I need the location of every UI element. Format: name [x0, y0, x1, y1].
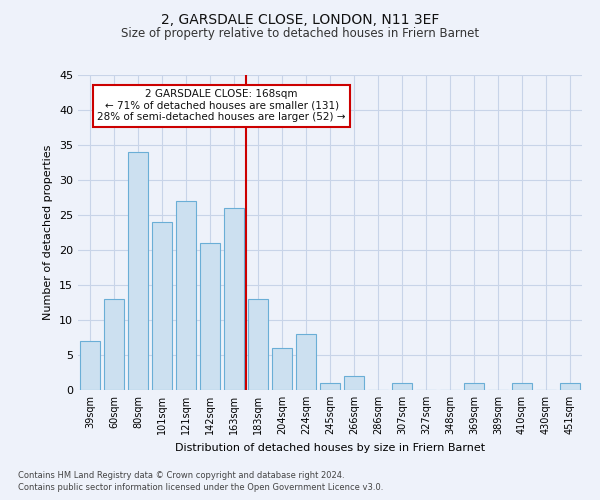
- Bar: [560, 383, 580, 390]
- Bar: [464, 383, 484, 390]
- Bar: [200, 243, 220, 390]
- Text: Size of property relative to detached houses in Friern Barnet: Size of property relative to detached ho…: [121, 28, 479, 40]
- Bar: [176, 201, 196, 390]
- Bar: [128, 152, 148, 390]
- Y-axis label: Number of detached properties: Number of detached properties: [43, 145, 53, 320]
- Bar: [296, 334, 316, 390]
- Bar: [320, 383, 340, 390]
- Bar: [512, 383, 532, 390]
- Bar: [344, 376, 364, 390]
- Bar: [248, 299, 268, 390]
- Bar: [392, 383, 412, 390]
- Text: 2, GARSDALE CLOSE, LONDON, N11 3EF: 2, GARSDALE CLOSE, LONDON, N11 3EF: [161, 12, 439, 26]
- Bar: [224, 208, 244, 390]
- Text: 2 GARSDALE CLOSE: 168sqm
← 71% of detached houses are smaller (131)
28% of semi-: 2 GARSDALE CLOSE: 168sqm ← 71% of detach…: [97, 89, 346, 122]
- X-axis label: Distribution of detached houses by size in Friern Barnet: Distribution of detached houses by size …: [175, 442, 485, 452]
- Bar: [80, 341, 100, 390]
- Text: Contains public sector information licensed under the Open Government Licence v3: Contains public sector information licen…: [18, 483, 383, 492]
- Bar: [272, 348, 292, 390]
- Text: Contains HM Land Registry data © Crown copyright and database right 2024.: Contains HM Land Registry data © Crown c…: [18, 470, 344, 480]
- Bar: [104, 299, 124, 390]
- Bar: [152, 222, 172, 390]
